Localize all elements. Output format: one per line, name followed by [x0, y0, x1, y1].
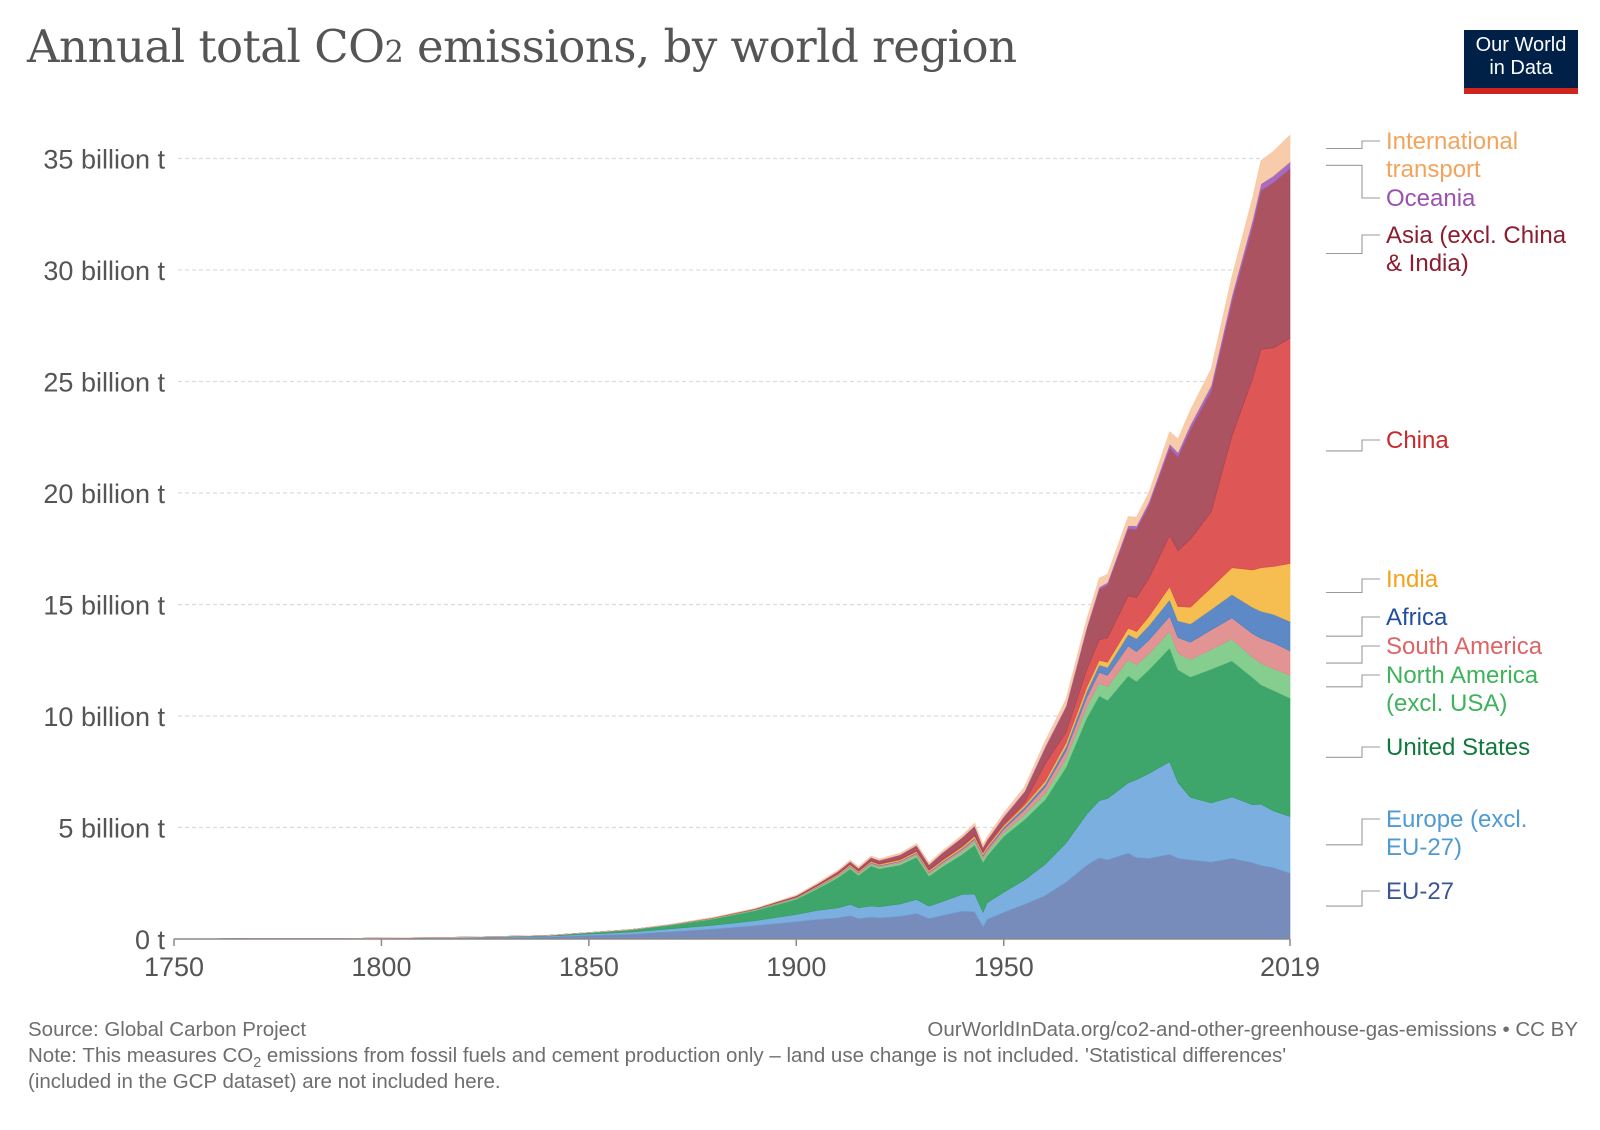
y-tick-label: 5 billion t [58, 814, 165, 844]
leader-line [1326, 439, 1380, 452]
logo-line-1: Our World [1475, 34, 1567, 56]
legend-label: Oceania [1386, 185, 1476, 212]
legend-label: transport [1386, 156, 1481, 183]
chart-title: Annual total CO2 emissions, by world reg… [27, 20, 1017, 73]
x-tick-label: 1900 [766, 952, 826, 982]
legend-label: International [1386, 128, 1518, 155]
source-url-link[interactable]: OurWorldInData.org/co2-and-other-greenho… [927, 1018, 1578, 1041]
y-tick-label: 0 t [135, 925, 166, 955]
leader-line [1326, 578, 1380, 594]
legend-north-america-excl-usa-: North America(excl. USA) [1326, 662, 1539, 717]
legend-asia-excl-china-india-: Asia (excl. China& India) [1326, 222, 1567, 277]
leader-line [1326, 645, 1380, 664]
legend-eu-27: EU-27 [1326, 878, 1454, 907]
legend-europe-excl-eu-27-: Europe (excl.EU-27) [1326, 806, 1527, 861]
leader-line [1326, 818, 1380, 846]
leader-line [1326, 234, 1380, 255]
legend-label: China [1386, 427, 1449, 454]
legend-india: India [1326, 566, 1439, 594]
axes: 0 t 5 billion t 10 billion t 15 billion t 20… [43, 145, 1320, 983]
leader-line [1326, 674, 1380, 688]
area-international-transport [174, 134, 1291, 940]
legend-africa: Africa [1326, 604, 1448, 637]
leader-line [1326, 164, 1380, 199]
legend-label: (excl. USA) [1386, 690, 1507, 717]
leader-line [1326, 616, 1380, 637]
legend-oceania: Oceania [1326, 164, 1476, 212]
series-areas [173, 134, 1291, 940]
y-tick-label: 15 billion t [43, 591, 165, 621]
legend-label: Africa [1386, 604, 1448, 631]
note-line-2: (included in the GCP dataset) are not in… [28, 1070, 501, 1093]
legend-china: China [1326, 427, 1449, 454]
leader-line [1326, 746, 1380, 758]
area-chart: 0 t 5 billion t 10 billion t 15 billion t 20… [43, 128, 1567, 983]
y-tick-label: 30 billion t [43, 256, 165, 286]
legend-label: & India) [1386, 250, 1469, 277]
legend-label: India [1386, 566, 1439, 593]
source-text: Source: Global Carbon Project [28, 1018, 307, 1041]
note-line-1: Note: This measures CO2 emissions from f… [28, 1044, 1287, 1072]
y-tick-label: 25 billion t [43, 368, 165, 398]
x-tick-label: 1750 [144, 952, 204, 982]
legend-label: North America [1386, 662, 1539, 689]
legend-label: EU-27 [1386, 878, 1454, 905]
y-tick-label: 20 billion t [43, 479, 165, 509]
owid-logo[interactable]: Our World in Data [1464, 30, 1578, 94]
legend-united-states: United States [1326, 734, 1530, 761]
legend-label: EU-27) [1386, 834, 1462, 861]
x-tick-label: 1850 [559, 952, 619, 982]
y-tick-label: 10 billion t [43, 702, 165, 732]
legend-south-america: South America [1326, 633, 1543, 664]
legend-label: South America [1386, 633, 1543, 660]
logo-line-2: in Data [1489, 57, 1553, 79]
x-tick-label: 1950 [974, 952, 1034, 982]
leader-line [1326, 890, 1380, 907]
legend-label: Asia (excl. China [1386, 222, 1567, 249]
logo-stripe [1464, 88, 1578, 94]
legend-label: Europe (excl. [1386, 806, 1527, 833]
leader-line [1326, 140, 1380, 150]
legend-label: United States [1386, 734, 1530, 761]
x-tick-label: 2019 [1260, 952, 1320, 982]
y-tick-label: 35 billion t [43, 145, 165, 175]
x-tick-label: 1800 [351, 952, 411, 982]
